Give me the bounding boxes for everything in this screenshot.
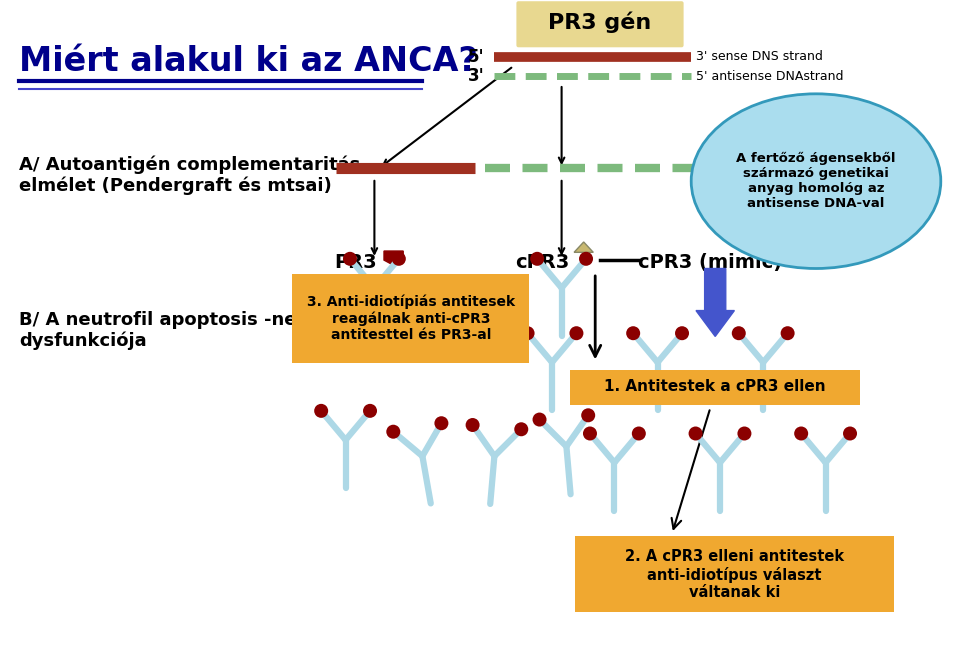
- Text: 2. A cPR3 elleni antitestek
anti-idiotípus választ
váltanak ki: 2. A cPR3 elleni antitestek anti-idiotíp…: [625, 549, 844, 600]
- Circle shape: [780, 326, 795, 340]
- Circle shape: [515, 422, 528, 436]
- Text: A fertőző ágensekből
származó genetikai
anyag homológ az
antisense DNA-val: A fertőző ágensekből származó genetikai …: [736, 152, 896, 210]
- Circle shape: [579, 252, 593, 266]
- Circle shape: [520, 326, 535, 340]
- Text: B/ A neutrofil apoptosis -netozis
dysfunkciója: B/ A neutrofil apoptosis -netozis dysfun…: [19, 311, 345, 350]
- Polygon shape: [574, 242, 593, 252]
- Circle shape: [626, 326, 640, 340]
- Text: 3. Anti-idiotípiás antitesek
reagálnak anti-cPR3
antitesttel és PR3-al: 3. Anti-idiotípiás antitesek reagálnak a…: [307, 294, 515, 342]
- Circle shape: [434, 416, 448, 430]
- Circle shape: [314, 404, 328, 418]
- Circle shape: [632, 426, 646, 441]
- Circle shape: [363, 404, 377, 418]
- Polygon shape: [384, 251, 403, 265]
- FancyBboxPatch shape: [570, 369, 860, 406]
- FancyBboxPatch shape: [575, 536, 894, 613]
- Circle shape: [583, 426, 597, 441]
- Text: 3': 3': [468, 67, 485, 85]
- Circle shape: [569, 326, 584, 340]
- Text: PR3: PR3: [334, 252, 376, 272]
- Text: PR3 gén: PR3 gén: [548, 12, 652, 34]
- Ellipse shape: [691, 94, 941, 269]
- Text: 1. Antitestek a cPR3 ellen: 1. Antitestek a cPR3 ellen: [605, 379, 826, 395]
- Circle shape: [794, 426, 808, 441]
- Circle shape: [732, 326, 746, 340]
- Circle shape: [688, 426, 703, 441]
- FancyBboxPatch shape: [516, 1, 684, 47]
- Circle shape: [530, 252, 544, 266]
- Circle shape: [392, 252, 406, 266]
- Circle shape: [737, 426, 752, 441]
- Text: Miért alakul ki az ANCA?: Miért alakul ki az ANCA?: [19, 45, 478, 78]
- Circle shape: [386, 424, 400, 439]
- Text: A/ Autoantigén complementaritás
elmélet (Pendergraft és mtsai): A/ Autoantigén complementaritás elmélet …: [19, 155, 360, 195]
- FancyBboxPatch shape: [292, 274, 529, 364]
- Text: 5': 5': [468, 48, 485, 66]
- Circle shape: [343, 252, 357, 266]
- Circle shape: [581, 408, 595, 422]
- Circle shape: [843, 426, 857, 441]
- Text: cPR3: cPR3: [516, 252, 569, 272]
- Circle shape: [466, 418, 480, 432]
- FancyArrow shape: [696, 269, 734, 336]
- Circle shape: [675, 326, 689, 340]
- Circle shape: [533, 413, 546, 426]
- Text: 5' antisense DNAstrand: 5' antisense DNAstrand: [696, 70, 844, 83]
- Text: 3' sense DNS strand: 3' sense DNS strand: [696, 50, 823, 63]
- Text: cPR3 (mimic): cPR3 (mimic): [638, 252, 782, 272]
